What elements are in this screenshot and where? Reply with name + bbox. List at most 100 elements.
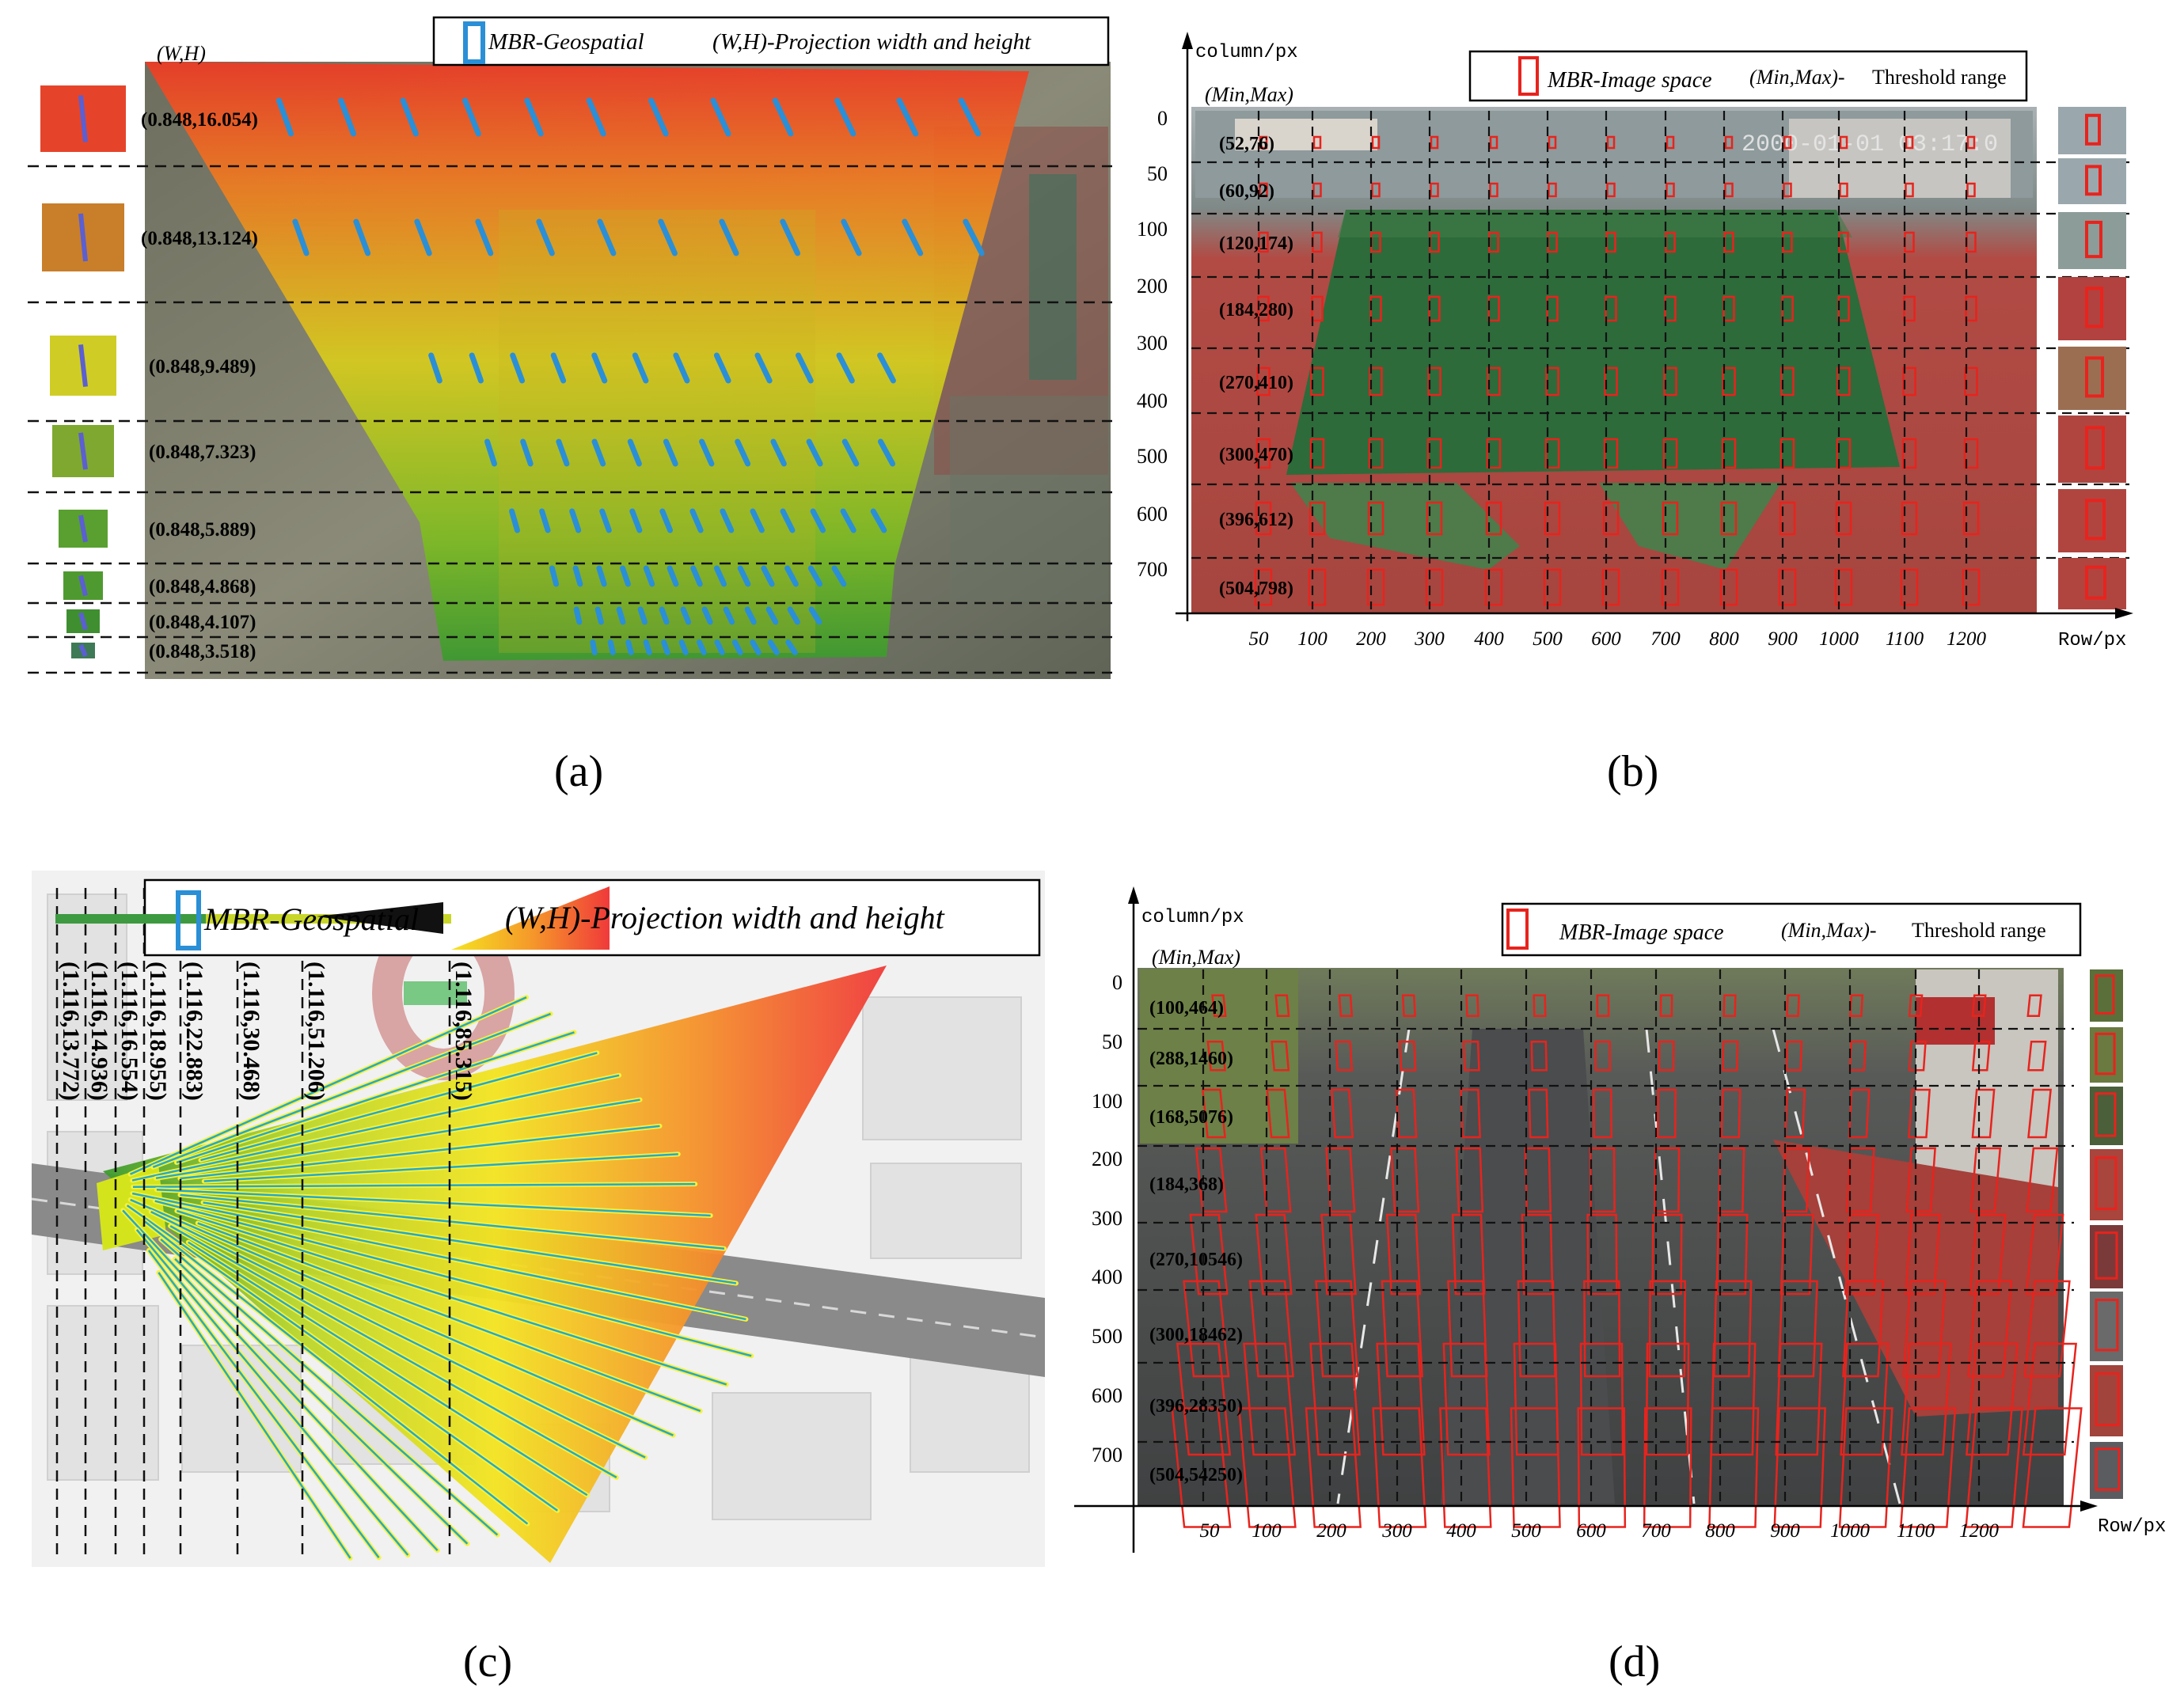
- y-tick: 200: [1137, 275, 1168, 298]
- mbr-geospatial-mark: [737, 565, 751, 587]
- row-label: (396,612): [1219, 510, 1293, 530]
- mbr-image-space-mark: [1255, 1213, 1293, 1296]
- mbr-geospatial-mark: [831, 565, 847, 587]
- mbr-image-space-mark: [1372, 1407, 1427, 1528]
- mbr-geospatial-mark: [719, 218, 739, 256]
- legend-range-d: (Min,Max)-: [1781, 919, 1877, 942]
- col-label: (1.116,85.315): [450, 962, 477, 1101]
- mbr-geospatial-mark: [735, 438, 751, 467]
- mbr-geospatial-mark: [807, 565, 823, 587]
- legend-threshold-d: Threshold range: [1912, 919, 2046, 942]
- mbr-image-space-mark: [1908, 1088, 1931, 1139]
- mbr-image-space-mark: [1900, 1407, 1957, 1528]
- mbr-geospatial-mark: [810, 508, 826, 533]
- mbr-geospatial-mark: [428, 352, 442, 384]
- mbr-image-space-mark: [2026, 994, 2042, 1017]
- mbr-image-space-marks-d: [1171, 994, 2083, 1528]
- col-label: (1.116,51.206): [303, 962, 329, 1101]
- panel-d: column/px Row/px (Min,Max) 0 50 100 200 300 4…: [1074, 886, 2166, 1686]
- y-tick: 600: [1137, 503, 1168, 525]
- legend-box-b: [1468, 50, 2028, 102]
- mbr-image-space-mark: [2027, 1040, 2047, 1072]
- row-thumbnail: [2058, 212, 2126, 269]
- mbr-image-space-mark: [1969, 1147, 2002, 1213]
- mbr-geospatial-ray: [154, 1200, 752, 1357]
- legend-gradient-c: [451, 886, 610, 950]
- mbr-image-space-mark: [1654, 1147, 1681, 1213]
- mbr-image-space-mark: [1962, 501, 1980, 536]
- mbr-image-space-mark: [2022, 1342, 2077, 1456]
- row-label: (0.848,5.889): [149, 519, 256, 541]
- y-tick: 50: [1102, 1030, 1122, 1053]
- mbr-image-space-mark: [1721, 438, 1737, 469]
- row-thumbnail: [2058, 277, 2126, 340]
- mbr-geospatial-mark: [632, 352, 649, 384]
- mbr-image-space-mark: [1544, 438, 1560, 469]
- mbr-geospatial-mark: [750, 639, 762, 655]
- mbr-image-space-mark: [1462, 1040, 1480, 1072]
- mbr-image-space-mark: [1786, 994, 1800, 1017]
- mbr-geospatial-mark: [841, 438, 860, 467]
- x-tick: 200: [1316, 1520, 1346, 1542]
- mbr-image-space-mark: [1775, 1342, 1823, 1456]
- mbr-image-space-mark: [1720, 1088, 1742, 1139]
- mbr-geospatial-mark: [710, 97, 731, 137]
- mbr-image-space-mark: [1606, 135, 1616, 150]
- mbr-geospatial-mark: [550, 352, 567, 384]
- mbr-image-space-mark: [1666, 135, 1675, 150]
- mbr-geospatial-mark: [896, 97, 919, 137]
- mbr-image-space-mark: [1773, 1407, 1826, 1528]
- mbr-geospatial-mark: [620, 565, 631, 587]
- mbr-geospatial-mark: [637, 606, 648, 625]
- thumbnail-mbr: [2085, 286, 2103, 328]
- mbr-geospatial-mark: [629, 508, 643, 533]
- mbr-image-space-mark: [1447, 1280, 1488, 1378]
- y-tick: 0: [1157, 107, 1168, 130]
- x-tick: 50: [1249, 628, 1270, 650]
- mbr-image-space-mark: [1834, 568, 1853, 606]
- mbr-geospatial-ray: [203, 1201, 737, 1284]
- mbr-geospatial-mark: [643, 565, 655, 587]
- mbr-geospatial-mark: [780, 218, 801, 256]
- mbr-image-space-mark: [1648, 1280, 1686, 1378]
- mbr-geospatial-mark: [643, 639, 652, 655]
- mbr-geospatial-mark: [510, 352, 526, 384]
- mbr-image-space-mark: [1645, 1342, 1690, 1456]
- mbr-image-space-mark: [1545, 366, 1559, 396]
- mbr-geospatial-ray: [200, 1052, 598, 1162]
- mbr-image-space-mark: [1780, 366, 1795, 396]
- thumbnail-mbr: [2085, 220, 2102, 259]
- mbr-image-space-mark: [1255, 501, 1272, 536]
- legend-box-a: [432, 16, 1110, 66]
- row-label: (396,28350): [1149, 1396, 1243, 1417]
- x-tick: 400: [1446, 1520, 1476, 1542]
- row-label: (0.848,4.107): [149, 612, 256, 633]
- row-label: (0.848,9.489): [149, 356, 256, 377]
- x-tick: 100: [1297, 628, 1327, 650]
- mbr-image-space-mark: [1666, 182, 1675, 198]
- mbr-image-space-mark: [1255, 438, 1271, 469]
- swatch-mbr-mark: [78, 432, 88, 470]
- row-label: (184,280): [1219, 300, 1293, 321]
- mbr-image-space-mark: [1601, 568, 1620, 606]
- mbr-geospatial-ray: [150, 1211, 646, 1459]
- mbr-image-space-mark: [1777, 1280, 1818, 1378]
- mbr-geospatial-mark: [509, 508, 520, 533]
- mbr-geospatial-mark: [536, 218, 555, 256]
- row-labels-a: (0.848,16.054) (0.848,13.124) (0.848,9.489…: [141, 109, 258, 662]
- mbr-image-space-mark: [1271, 1040, 1290, 1072]
- mbr-geospatial-ray: [130, 996, 527, 1175]
- col-label: (1.116,16.554): [116, 962, 142, 1101]
- mbr-geospatial-mark: [556, 438, 570, 467]
- x-tick: 500: [1511, 1520, 1541, 1542]
- mbr-image-space-mark: [1371, 182, 1381, 198]
- mbr-image-space-mark: [1183, 1280, 1230, 1378]
- mbr-image-space-mark: [1465, 994, 1479, 1017]
- x-tick: 500: [1533, 628, 1563, 650]
- mbr-geospatial-mark: [475, 218, 494, 256]
- y-tick: 300: [1137, 332, 1168, 355]
- mbr-image-space-mark: [1963, 438, 1979, 469]
- football-field-b: [1286, 210, 1900, 475]
- mbr-image-space-mark: [1779, 438, 1795, 469]
- row-label: (0.848,13.124): [141, 228, 258, 249]
